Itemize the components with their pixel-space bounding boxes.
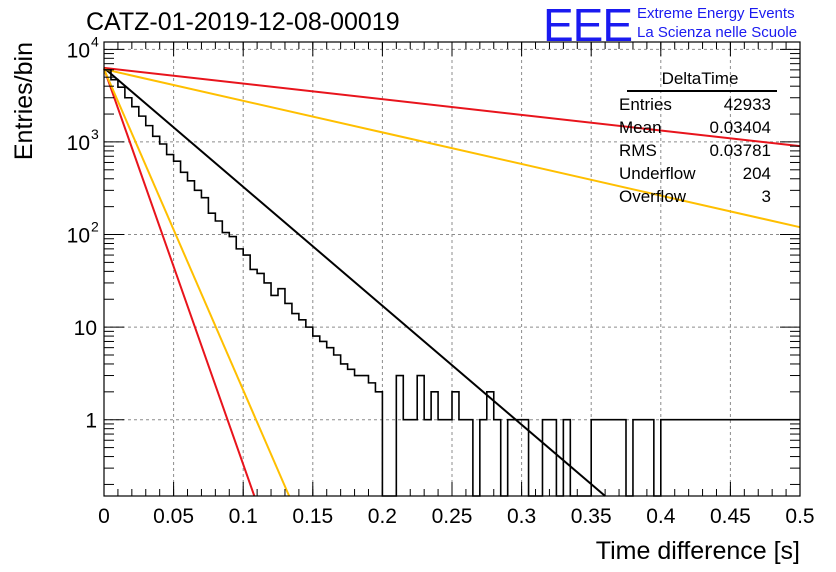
x-tick-label: 0.2: [368, 505, 397, 528]
fit-lines: [103, 66, 801, 497]
y-axis-label: Entries/bin: [10, 42, 38, 160]
stats-label: Entries: [619, 95, 672, 114]
stats-label: Overflow: [619, 187, 687, 206]
fit-line: [103, 68, 801, 229]
y-tick-label: 10: [67, 39, 90, 62]
stats-row-rms: RMS 0.03781: [611, 139, 789, 162]
y-tick-label: 10: [74, 317, 97, 340]
y-tick-label: 10: [67, 132, 90, 155]
x-tick-label: 0: [98, 505, 110, 528]
stats-label: Underflow: [619, 164, 696, 183]
x-tick-label: 0.35: [571, 505, 612, 528]
ticks: [103, 42, 801, 496]
x-tick-label: 0.4: [646, 505, 676, 528]
stats-value: 0.03404: [709, 118, 771, 137]
stats-row-overflow: Overflow 3: [611, 185, 789, 208]
x-tick-label: 0.3: [507, 505, 536, 528]
stats-row-underflow: Underflow 204: [611, 162, 789, 185]
x-axis-label: Time difference [s]: [596, 537, 800, 565]
x-tick-label: 0.5: [785, 505, 814, 528]
stats-value: 0.03781: [709, 141, 771, 160]
x-tick-label: 0.1: [229, 505, 258, 528]
tick-labels: 0 0.05 0.1 0.15 0.2 0.25 0.3 0.35 0.4 0.45 0.5 1 10 1…: [67, 33, 815, 528]
x-tick-label: 0.05: [153, 505, 194, 528]
stats-label: Mean: [619, 118, 662, 137]
stats-value: 3: [761, 187, 771, 206]
stats-row-entries: Entries 42933: [611, 93, 789, 116]
y-tick-exponent: 3: [91, 126, 99, 142]
fit-line: [103, 66, 801, 148]
stats-value: 42933: [723, 95, 771, 114]
stats-box: DeltaTime Entries 42933 Mean 0.03404 RMS…: [611, 69, 789, 208]
stats-value: 204: [742, 164, 771, 183]
eee-logo: EEE: [543, 0, 633, 51]
y-tick-label: 1: [85, 410, 97, 433]
y-tick-exponent: 2: [91, 219, 99, 235]
x-tick-label: 0.25: [432, 505, 473, 528]
x-tick-label: 0.45: [710, 505, 751, 528]
fit-line: [103, 68, 291, 497]
y-tick-label: 10: [67, 225, 90, 248]
plot-title: CATZ-01-2019-12-08-00019: [86, 8, 400, 36]
stats-divider: [627, 90, 777, 92]
logo-line-1: Extreme Energy Events: [637, 5, 795, 22]
y-tick-exponent: 4: [91, 33, 99, 49]
stats-label: RMS: [619, 141, 657, 160]
stats-title: DeltaTime: [661, 69, 739, 88]
stats-row-mean: Mean 0.03404: [611, 116, 789, 139]
fit-line: [103, 68, 256, 497]
x-tick-label: 0.15: [292, 505, 333, 528]
fit-line: [103, 67, 606, 497]
logo-line-2: La Scienza nelle Scuole: [637, 24, 798, 41]
